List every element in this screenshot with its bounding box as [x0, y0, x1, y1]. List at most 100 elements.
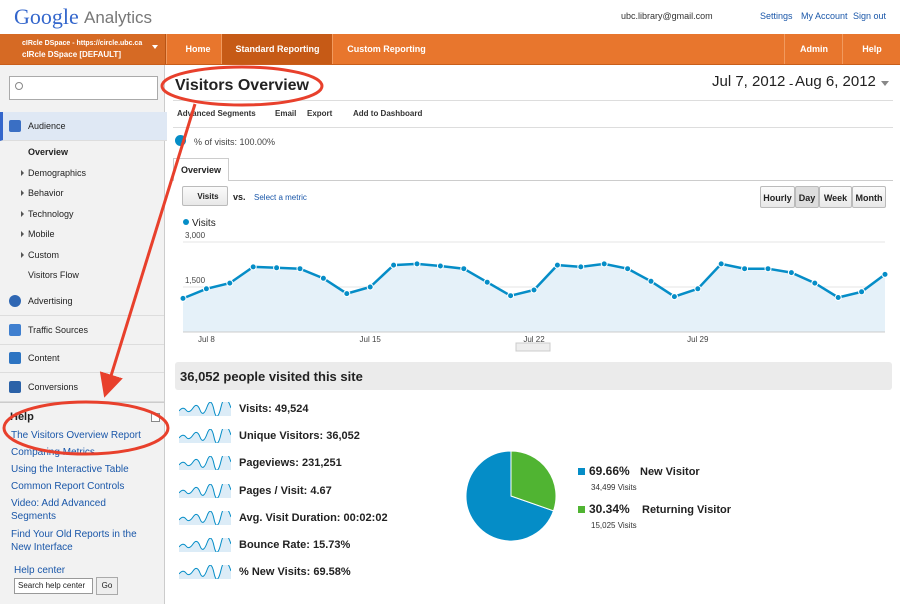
pie-detail: 34,499 Visits	[591, 483, 637, 492]
x-tick-label: Jul 15	[360, 335, 382, 344]
y-tick-label: 1,500	[185, 276, 206, 285]
point	[460, 265, 468, 273]
section-label[interactable]: Audience	[28, 121, 66, 131]
account-name: cIRcle DSpace [DEFAULT]	[22, 50, 121, 59]
point	[390, 261, 398, 269]
resize-handle	[515, 342, 551, 352]
point	[483, 278, 491, 286]
tab-line	[173, 180, 893, 181]
nav-item[interactable]: Custom	[28, 249, 60, 260]
section-label[interactable]: Content	[28, 353, 60, 363]
date-sep: -	[789, 76, 794, 91]
account-selector[interactable]: cIRcle DSpace - https://circle.ubc.ca cIR…	[0, 34, 166, 64]
help-link[interactable]: Using the Interactive Table	[11, 464, 129, 475]
help-link[interactable]: Common Report Controls	[11, 481, 125, 492]
nav-section[interactable]	[0, 344, 164, 373]
sparkline	[179, 538, 231, 552]
expand-arrow	[21, 251, 24, 258]
nav-section[interactable]	[0, 287, 164, 316]
user-email: ubc.library@gmail.com	[621, 11, 713, 21]
toolbar-item[interactable]: Email	[275, 109, 297, 118]
toolbar-item[interactable]: Export	[307, 109, 333, 118]
pie-value-label: 69.66%	[589, 464, 630, 478]
metric-label: Pages / Visit: 4.67	[239, 484, 332, 497]
help-center-link[interactable]: Help center	[14, 565, 66, 576]
point	[600, 260, 608, 268]
header-link[interactable]: Settings	[760, 11, 793, 21]
section-icon	[9, 381, 21, 393]
point	[694, 285, 702, 293]
area	[183, 263, 885, 332]
nav-item[interactable]: Technology	[28, 208, 74, 219]
granularity-button[interactable]: Hourly	[760, 186, 795, 208]
sparkline	[179, 402, 231, 416]
select-metric[interactable]: Select a metric	[254, 193, 307, 202]
toolbar-item[interactable]: Advanced Segments	[177, 109, 256, 118]
nav-item[interactable]: Behavior	[28, 188, 64, 198]
point	[226, 279, 234, 287]
section-label[interactable]: Advertising	[28, 296, 73, 306]
nav-right[interactable]: Help	[842, 34, 900, 64]
metric-label: Avg. Visit Duration: 00:02:02	[239, 511, 388, 524]
granularity-button[interactable]: Month	[852, 186, 886, 208]
date-caret	[881, 81, 889, 86]
nav-item[interactable]: Mobile	[28, 229, 55, 239]
help-link[interactable]: Find Your Old Reports in the New Interfa…	[11, 529, 137, 553]
legend-swatch	[578, 506, 585, 513]
point	[319, 274, 327, 282]
nav-item[interactable]: Visitors Flow	[28, 270, 79, 280]
pie-slice	[465, 450, 555, 542]
x-tick-label: Jul 8	[198, 335, 215, 344]
nav-right[interactable]: Admin	[784, 34, 843, 64]
point	[858, 288, 866, 296]
nav-tab[interactable]: Custom Reporting	[332, 34, 440, 64]
point	[881, 270, 889, 278]
metric-value: 00:02:02	[340, 511, 388, 524]
point	[273, 264, 281, 272]
date-end[interactable]: Aug 6, 2012	[795, 73, 876, 90]
expand-arrow	[21, 231, 24, 237]
go-button[interactable]: Go	[96, 577, 118, 595]
sparkline	[179, 429, 231, 444]
metric-label: % New Visits: 69.58%	[239, 566, 351, 579]
point	[202, 285, 210, 293]
point	[577, 263, 585, 271]
nav-tab[interactable]: Home	[166, 34, 229, 64]
nav-item[interactable]: Overview	[28, 147, 69, 157]
point	[717, 260, 725, 268]
section-label[interactable]: Conversions	[28, 382, 79, 392]
point	[179, 294, 187, 302]
point	[741, 265, 749, 273]
granularity-button[interactable]: Day	[795, 186, 819, 208]
nav-item[interactable]: Demographics	[28, 167, 87, 178]
nav-tab[interactable]: Standard Reporting	[221, 34, 333, 64]
pie-detail: 15,025 Visits	[591, 521, 637, 530]
top-bar: Google Analytics ubc.library@gmail.com Sett…	[0, 0, 900, 34]
help-link[interactable]: Video: Add Advanced Segments	[11, 498, 106, 522]
section-icon	[9, 295, 21, 307]
metric-value: 231,251	[298, 457, 342, 470]
search-box[interactable]	[9, 76, 158, 100]
section-label[interactable]: Traffic Sources	[28, 325, 89, 335]
date-start[interactable]: Jul 7, 2012	[712, 73, 786, 90]
pie-category: New Visitor	[640, 466, 700, 478]
summary-text: 36,052 people visited this site	[180, 369, 363, 384]
sparkline	[179, 565, 231, 580]
logo-google: Google	[14, 4, 79, 29]
toolbar-item[interactable]: Add to Dashboard	[353, 109, 423, 118]
help-search[interactable]: Search help center	[14, 578, 93, 594]
point	[787, 269, 795, 277]
pie-category: Returning Visitor	[642, 504, 732, 516]
section-icon	[9, 324, 21, 336]
point	[296, 265, 304, 273]
granularity-button[interactable]: Week	[819, 186, 852, 208]
metric-label: Bounce Rate: 15.73%	[239, 539, 351, 551]
header-link[interactable]: My Account	[801, 11, 848, 21]
section-icon	[9, 352, 21, 364]
nav-section[interactable]	[0, 316, 164, 345]
expand-arrow	[21, 210, 24, 217]
header-link[interactable]: Sign out	[853, 11, 887, 21]
metric-label: Pageviews: 231,251	[239, 457, 342, 470]
sparkline	[179, 456, 231, 471]
